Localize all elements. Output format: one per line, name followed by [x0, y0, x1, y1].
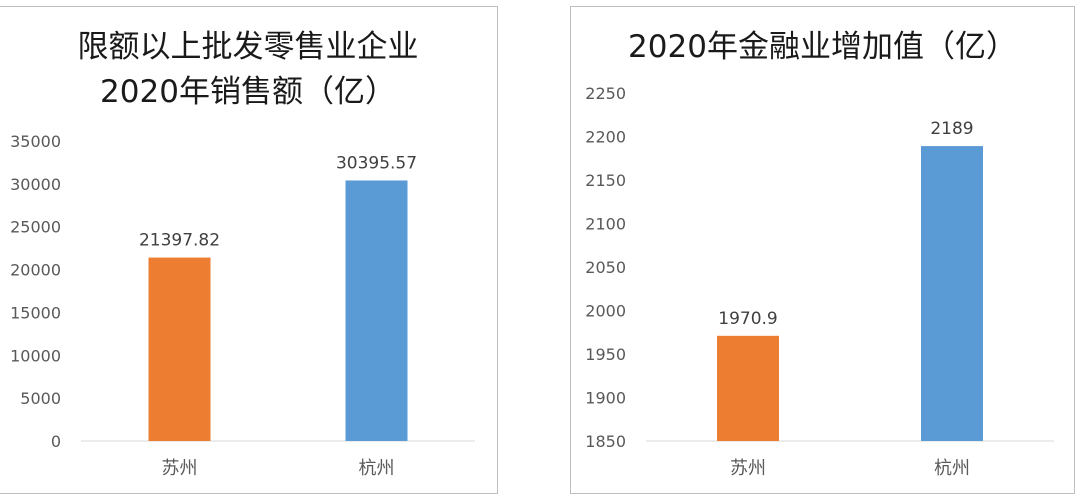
bar-hangzhou: [921, 146, 983, 441]
data-label: 30395.57: [336, 153, 417, 173]
x-category-label: 杭州: [934, 458, 970, 479]
bar-chart-finance: 1850 1900 1950 2000 2050 2100 2150 2200 2250 1970…: [585, 84, 1054, 479]
bar-suzhou: [148, 257, 211, 441]
y-tick-label: 1950: [585, 345, 626, 364]
y-tick-label: 0: [51, 432, 61, 451]
x-category-label: 苏州: [730, 458, 766, 479]
chart-panel-finance: 2020年金融业增加值（亿） 1850 1900 1950 2000 2050 2100 2…: [570, 6, 1075, 494]
x-category-label: 杭州: [359, 458, 395, 479]
y-tick-label: 2200: [585, 128, 626, 147]
bar-chart-sales: 0 5000 10000 15000 20000 25000 30000 35000 21397…: [10, 132, 475, 479]
y-tick-label: 20000: [10, 261, 61, 280]
y-tick-label: 2000: [585, 302, 626, 321]
y-tick-label: 2150: [585, 171, 626, 190]
bar-hangzhou: [345, 180, 408, 441]
y-tick-label: 35000: [10, 132, 61, 151]
data-label: 2189: [930, 119, 973, 139]
chart-title-line-1: 限额以上批发零售业企业: [77, 29, 419, 65]
chart-title-line-2: 2020年销售额（亿）: [100, 74, 396, 110]
y-tick-label: 30000: [10, 175, 61, 194]
chart-panel-sales: 限额以上批发零售业企业 2020年销售额（亿） 0 5000 10000 15000 2…: [0, 6, 498, 494]
y-tick-label: 25000: [10, 218, 61, 237]
data-label: 21397.82: [139, 231, 220, 251]
y-tick-label: 5000: [20, 389, 61, 408]
y-tick-label: 2050: [585, 258, 626, 277]
y-tick-label: 1850: [585, 432, 626, 451]
y-tick-label: 15000: [10, 303, 61, 322]
x-category-label: 苏州: [162, 458, 198, 479]
y-tick-label: 2100: [585, 215, 626, 234]
data-label: 1970.9: [718, 309, 777, 329]
y-tick-label: 10000: [10, 346, 61, 365]
bar-suzhou: [717, 335, 779, 441]
chart-title: 2020年金融业增加值（亿）: [628, 29, 1017, 65]
y-tick-label: 2250: [585, 84, 626, 103]
y-tick-label: 1900: [585, 389, 626, 408]
